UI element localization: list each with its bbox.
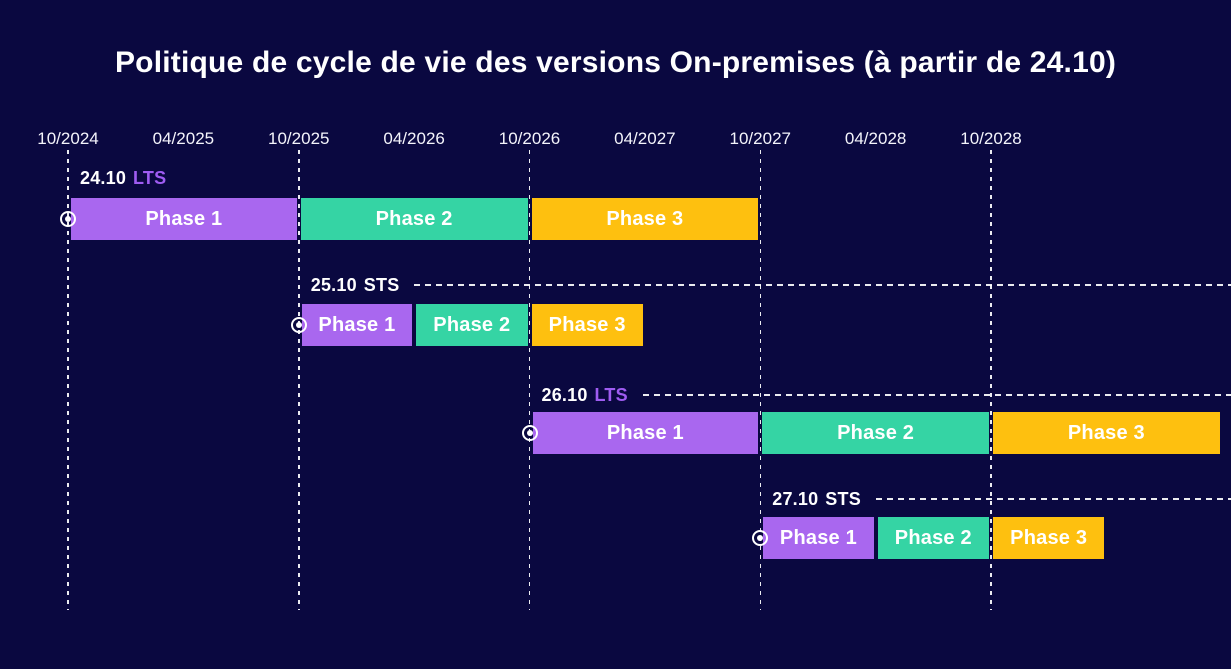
phase-segment: Phase 3 [531,304,643,346]
phase-segment: Phase 2 [762,412,989,454]
phase-segment: Phase 2 [416,304,528,346]
version-type-badge: STS [363,274,400,295]
vertical-gridline [298,150,300,610]
phase-segment: Phase 3 [993,517,1105,559]
phase-label: Phase 1 [318,313,396,336]
phase-label: Phase 2 [375,207,453,230]
vertical-gridline [67,150,69,610]
version-number: 27.10 [772,488,819,509]
axis-tick-label: 10/2024 [37,129,99,148]
release-start-marker-icon [521,425,538,441]
phase-label: Phase 3 [606,207,684,230]
phase-segment: Phase 2 [300,198,528,240]
axis-tick-label: 10/2027 [729,129,791,148]
version-number: 26.10 [541,384,588,405]
chart-title: Politique de cycle de vie des versions O… [114,46,1117,79]
phase-label: Phase 2 [433,313,511,336]
version-number: 25.10 [310,274,357,295]
phase-segment: Phase 3 [531,198,759,240]
version-label: 26.10 LTS [542,385,628,406]
axis-tick-label: 10/2026 [498,129,561,148]
phase-segment: Phase 3 [993,412,1220,454]
release-row-label: 27.10 STS [772,489,1231,509]
phase-segment: Phase 2 [877,517,989,559]
support-extension-dashed-line [875,498,1231,500]
release-start-marker-icon [60,211,76,227]
version-label: 25.10 STS [311,275,400,296]
phase-segment: Phase 1 [71,198,297,240]
support-extension-dashed-line [414,284,1231,286]
phase-segment: Phase 1 [301,304,413,346]
version-label: 24.10 LTS [80,168,166,189]
vertical-gridline [990,150,992,610]
vertical-gridline [528,150,531,610]
release-row-label: 25.10 STS [311,275,1231,295]
vertical-gridline [759,150,761,610]
phase-label: Phase 1 [779,526,857,549]
axis-tick-label: 04/2025 [152,129,215,148]
release-start-marker-icon [752,530,769,546]
phase-label: Phase 1 [606,421,684,444]
release-start-marker-icon [290,317,307,333]
version-type-badge: LTS [133,167,167,188]
version-label: 27.10 STS [772,489,861,510]
phase-label: Phase 1 [145,207,223,230]
phase-label: Phase 3 [548,313,626,336]
phase-segment: Phase 1 [763,517,874,559]
axis-tick-label: 04/2028 [844,129,907,148]
axis-tick-label: 04/2026 [383,129,445,148]
phase-label: Phase 3 [1010,526,1088,549]
release-row-label: 24.10 LTS [80,168,1231,188]
axis-tick-label: 04/2027 [614,129,676,148]
phase-label: Phase 2 [837,421,915,444]
axis-tick-label: 10/2025 [268,129,330,148]
support-extension-dashed-line [642,394,1231,396]
release-row-label: 26.10 LTS [542,385,1231,405]
phase-label: Phase 2 [894,526,972,549]
version-type-badge: LTS [594,384,628,405]
axis-tick-label: 10/2028 [960,129,1022,148]
version-type-badge: STS [825,488,861,509]
phase-label: Phase 3 [1067,421,1145,444]
version-number: 24.10 [80,167,127,188]
phase-segment: Phase 1 [532,412,759,454]
